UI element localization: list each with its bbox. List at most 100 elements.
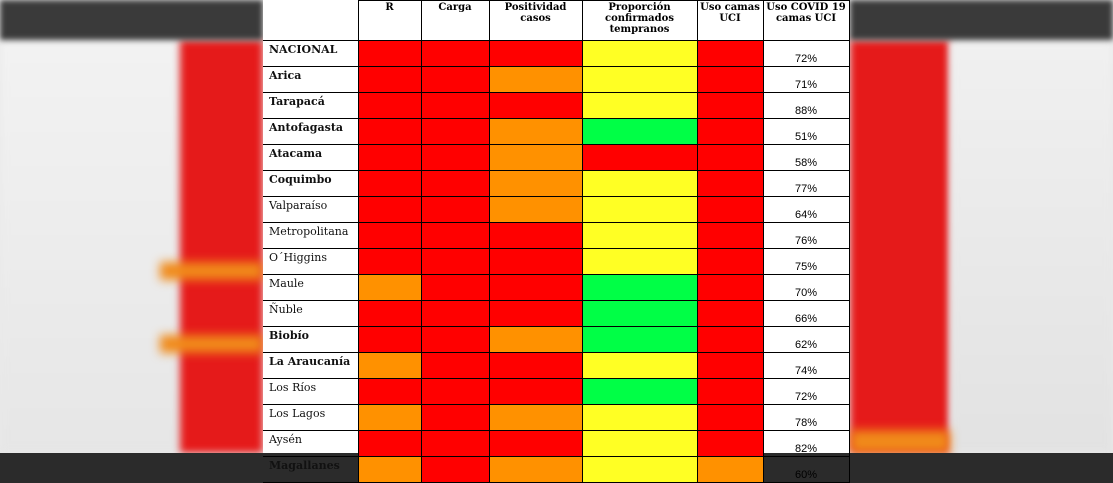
cell-proporcion [581,40,698,67]
table-row: Arica 71% [263,66,850,93]
cell-positividad [488,352,583,379]
header-carga: Carga [420,0,490,41]
header-uso-covid-uci: Uso COVID 19 camas UCI [762,0,850,41]
blurred-right-margin [850,0,1113,453]
table-row: Coquimbo 77% [263,170,850,197]
cell-uso-covid-uci: 72% [762,378,850,405]
indicator-table-sheet: R Carga Positividad casos Proporción con… [263,0,850,483]
region-name: La Araucanía [263,352,359,379]
table-row: Magallanes 60% [263,456,850,483]
cell-positividad [488,274,583,301]
cell-carga [420,326,490,353]
cell-uso-uci [696,300,764,327]
region-name: Atacama [263,144,359,171]
table-row: Metropolitana 76% [263,222,850,249]
cell-positividad [488,40,583,67]
header-region [263,0,359,41]
cell-proporcion [581,404,698,431]
cell-proporcion [581,144,698,171]
cell-proporcion [581,170,698,197]
cell-carga [420,118,490,145]
cell-uso-covid-uci: 88% [762,92,850,119]
cell-carga [420,378,490,405]
cell-uso-uci [696,274,764,301]
header-proporcion: Proporción confirmados tempranos [581,0,698,41]
cell-uso-uci [696,144,764,171]
header-positividad: Positividad casos [488,0,583,41]
cell-uso-covid-uci: 64% [762,196,850,223]
table-row: Los Lagos 78% [263,404,850,431]
region-name: Tarapacá [263,92,359,119]
cell-carga [420,404,490,431]
cell-positividad [488,456,583,483]
region-name: Maule [263,274,359,301]
cell-uso-uci [696,456,764,483]
cell-proporcion [581,118,698,145]
cell-uso-uci [696,352,764,379]
cell-uso-covid-uci: 58% [762,144,850,171]
cell-uso-uci [696,378,764,405]
cell-r [357,456,422,483]
cell-r [357,170,422,197]
cell-positividad [488,170,583,197]
cell-r [357,404,422,431]
cell-r [357,144,422,171]
cell-carga [420,274,490,301]
table-row: Los Ríos 72% [263,378,850,405]
cell-positividad [488,300,583,327]
table-row: Maule 70% [263,274,850,301]
cell-r [357,326,422,353]
cell-positividad [488,404,583,431]
cell-positividad [488,66,583,93]
cell-positividad [488,92,583,119]
cell-uso-uci [696,222,764,249]
cell-uso-covid-uci: 66% [762,300,850,327]
region-name: Antofagasta [263,118,359,145]
cell-r [357,196,422,223]
cell-proporcion [581,352,698,379]
region-name: Biobío [263,326,359,353]
cell-r [357,40,422,67]
cell-r [357,352,422,379]
cell-carga [420,222,490,249]
cell-r [357,274,422,301]
cell-uso-covid-uci: 60% [762,456,850,483]
cell-carga [420,40,490,67]
cell-proporcion [581,248,698,275]
cell-carga [420,92,490,119]
header-r: R [357,0,422,41]
cell-positividad [488,144,583,171]
header-row: R Carga Positividad casos Proporción con… [263,0,850,41]
cell-carga [420,456,490,483]
cell-uso-uci [696,248,764,275]
region-name: Valparaíso [263,196,359,223]
cell-proporcion [581,378,698,405]
cell-r [357,248,422,275]
cell-uso-covid-uci: 77% [762,170,850,197]
region-name: Ñuble [263,300,359,327]
cell-positividad [488,196,583,223]
table-row: Biobío 62% [263,326,850,353]
cell-r [357,118,422,145]
region-name: Los Lagos [263,404,359,431]
blurred-left-margin [0,0,263,453]
cell-uso-uci [696,92,764,119]
cell-uso-uci [696,40,764,67]
table-row: Atacama 58% [263,144,850,171]
cell-uso-uci [696,196,764,223]
cell-positividad [488,248,583,275]
cell-carga [420,352,490,379]
cell-carga [420,196,490,223]
cell-uso-covid-uci: 75% [762,248,850,275]
cell-positividad [488,222,583,249]
table-row: Tarapacá 88% [263,92,850,119]
cell-carga [420,248,490,275]
cell-r [357,378,422,405]
region-name: Arica [263,66,359,93]
cell-uso-covid-uci: 74% [762,352,850,379]
cell-uso-covid-uci: 71% [762,66,850,93]
cell-uso-uci [696,118,764,145]
cell-proporcion [581,456,698,483]
cell-r [357,222,422,249]
header-uso-uci: Uso camas UCI [696,0,764,41]
